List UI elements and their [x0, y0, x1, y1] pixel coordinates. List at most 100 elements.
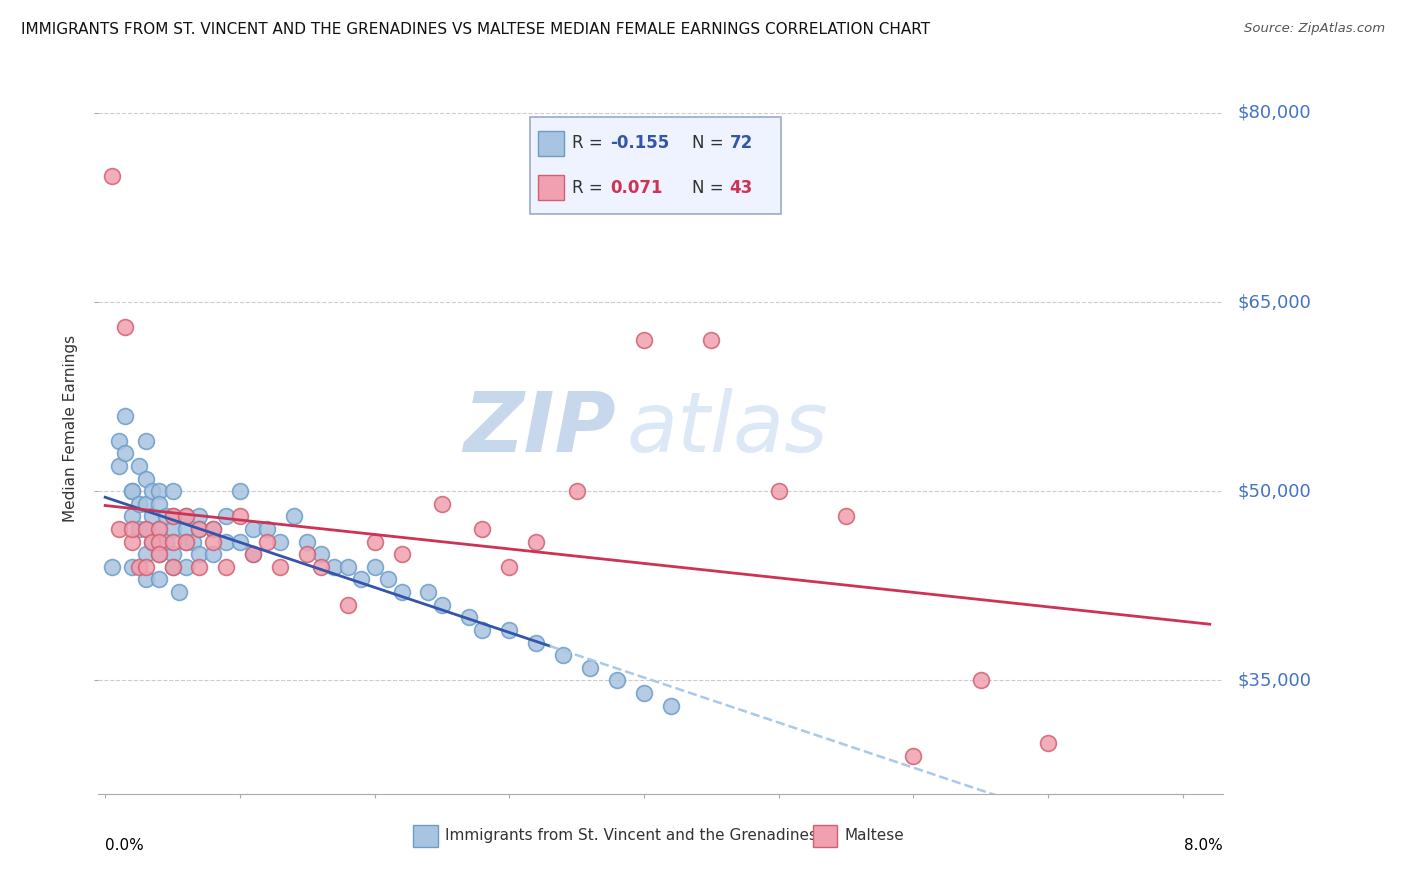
Point	[903, 749, 925, 764]
Text: 8.0%: 8.0%	[1184, 838, 1223, 853]
Point	[471, 623, 494, 637]
Point	[768, 484, 790, 499]
Point	[135, 522, 157, 536]
Point	[970, 673, 993, 688]
Point	[155, 509, 177, 524]
Point	[336, 598, 359, 612]
Text: Immigrants from St. Vincent and the Grenadines: Immigrants from St. Vincent and the Gren…	[444, 828, 817, 843]
Point	[471, 522, 494, 536]
Point	[114, 320, 136, 334]
Point	[229, 534, 252, 549]
Point	[309, 560, 332, 574]
Point	[114, 446, 136, 460]
Point	[121, 534, 143, 549]
Point	[242, 547, 264, 561]
Point	[242, 547, 264, 561]
Point	[148, 522, 170, 536]
Point	[148, 484, 170, 499]
Point	[188, 522, 211, 536]
Point	[283, 509, 305, 524]
Point	[188, 547, 211, 561]
Point	[269, 560, 291, 574]
Point	[201, 547, 224, 561]
Point	[121, 484, 143, 499]
Point	[148, 497, 170, 511]
Point	[309, 547, 332, 561]
Point	[135, 472, 157, 486]
Text: R =: R =	[572, 135, 607, 153]
Point	[174, 534, 197, 549]
Text: $80,000: $80,000	[1237, 103, 1310, 122]
Point	[297, 534, 319, 549]
Point	[1036, 736, 1059, 750]
Point	[162, 484, 184, 499]
Point	[148, 547, 170, 561]
Point	[174, 534, 197, 549]
Point	[141, 534, 163, 549]
Point	[114, 409, 136, 423]
Point	[121, 522, 143, 536]
Point	[579, 661, 602, 675]
Point	[391, 547, 413, 561]
Point	[121, 484, 143, 499]
Text: 43: 43	[730, 178, 752, 196]
Text: -0.155: -0.155	[610, 135, 669, 153]
Point	[107, 522, 129, 536]
Point	[141, 484, 163, 499]
Point	[201, 522, 224, 536]
Point	[162, 509, 184, 524]
Point	[135, 573, 157, 587]
FancyBboxPatch shape	[413, 824, 439, 847]
FancyBboxPatch shape	[813, 824, 838, 847]
Point	[174, 509, 197, 524]
Point	[256, 534, 278, 549]
Point	[553, 648, 575, 662]
Point	[188, 509, 211, 524]
Point	[215, 509, 238, 524]
Point	[162, 534, 184, 549]
Point	[269, 534, 291, 549]
Point	[174, 509, 197, 524]
Text: Source: ZipAtlas.com: Source: ZipAtlas.com	[1244, 22, 1385, 36]
Text: $65,000: $65,000	[1237, 293, 1310, 311]
Text: Maltese: Maltese	[844, 828, 904, 843]
Point	[363, 534, 385, 549]
Point	[121, 509, 143, 524]
Point	[128, 560, 150, 574]
Text: IMMIGRANTS FROM ST. VINCENT AND THE GRENADINES VS MALTESE MEDIAN FEMALE EARNINGS: IMMIGRANTS FROM ST. VINCENT AND THE GREN…	[21, 22, 931, 37]
Point	[229, 509, 252, 524]
Point	[256, 522, 278, 536]
Point	[101, 560, 124, 574]
Point	[162, 522, 184, 536]
Point	[128, 458, 150, 473]
Text: $50,000: $50,000	[1237, 483, 1310, 500]
Point	[107, 458, 129, 473]
Point	[155, 534, 177, 549]
Point	[141, 509, 163, 524]
Point	[606, 673, 628, 688]
Y-axis label: Median Female Earnings: Median Female Earnings	[63, 334, 79, 522]
Text: N =: N =	[692, 178, 728, 196]
Point	[215, 534, 238, 549]
Text: 72: 72	[730, 135, 752, 153]
Point	[188, 522, 211, 536]
Point	[121, 560, 143, 574]
Point	[128, 497, 150, 511]
Point	[174, 522, 197, 536]
Point	[297, 547, 319, 561]
Point	[323, 560, 346, 574]
Point	[148, 547, 170, 561]
Point	[457, 610, 479, 624]
Text: 0.071: 0.071	[610, 178, 662, 196]
Point	[524, 534, 547, 549]
Point	[242, 522, 264, 536]
Point	[101, 169, 124, 183]
Point	[162, 547, 184, 561]
Point	[135, 434, 157, 448]
Text: N =: N =	[692, 135, 728, 153]
Point	[430, 497, 453, 511]
Point	[128, 522, 150, 536]
Point	[498, 623, 520, 637]
Point	[174, 560, 197, 574]
Point	[188, 560, 211, 574]
